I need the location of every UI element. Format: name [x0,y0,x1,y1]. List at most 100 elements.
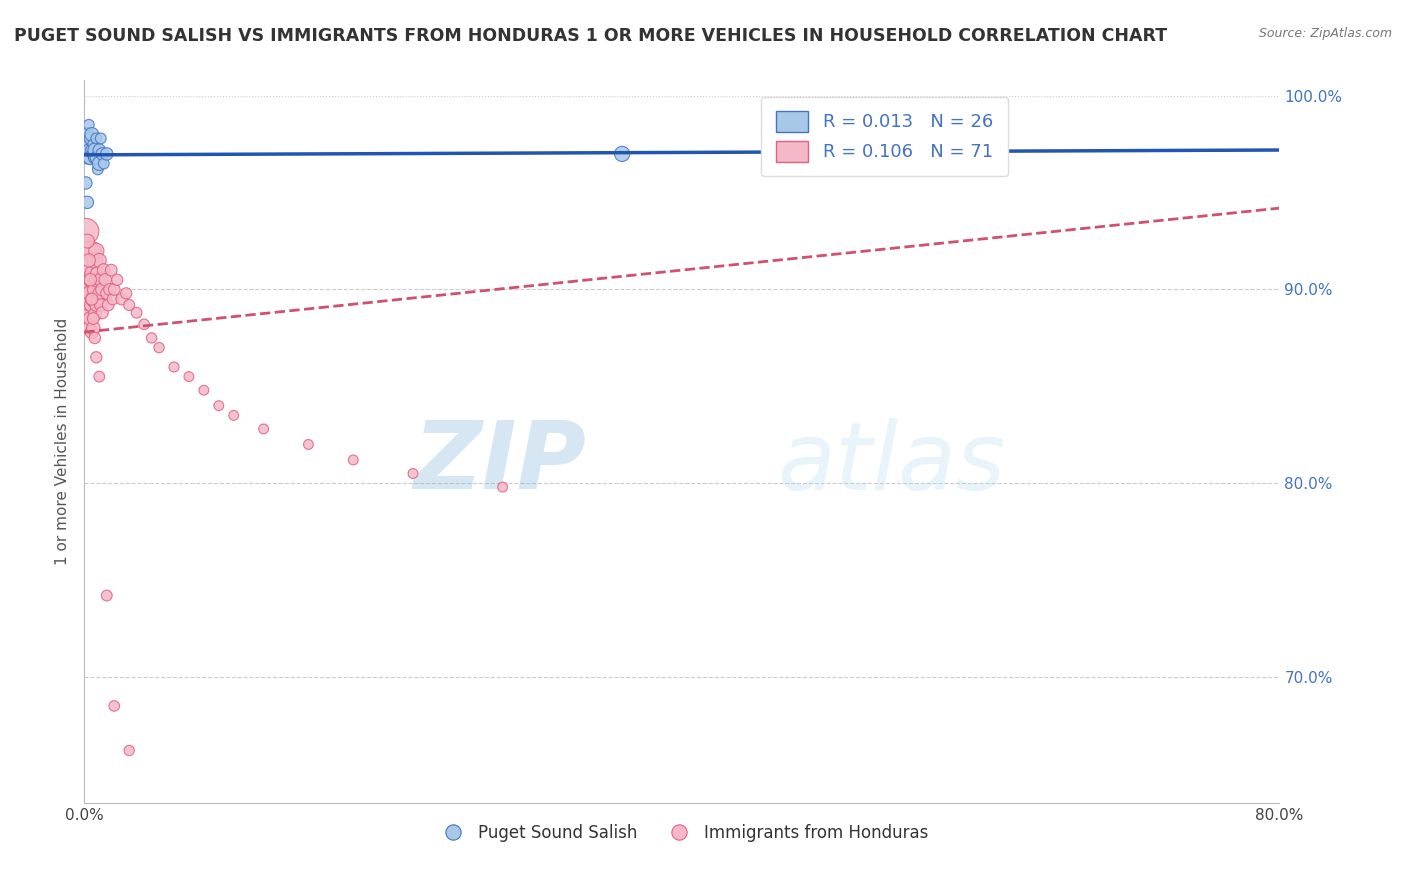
Point [82,321,104,335]
Y-axis label: 1 or more Vehicles in Household: 1 or more Vehicles in Household [55,318,70,566]
Point [97,298,120,312]
Point [79,131,101,145]
Point [83,331,105,345]
Point [90,273,112,287]
Point [75,176,97,190]
Point [93,263,115,277]
Point [86,151,108,165]
Point [82,137,104,152]
Point [148,341,170,355]
Point [82,267,104,281]
Point [83,283,105,297]
Point [93,156,115,170]
Point [101,292,124,306]
Point [79,311,101,326]
Point [79,151,101,165]
Text: Source: ZipAtlas.com: Source: ZipAtlas.com [1258,27,1392,40]
Point [103,698,125,713]
Point [77,253,100,268]
Point [91,147,114,161]
Point [86,244,108,258]
Point [402,467,425,481]
Point [118,298,141,312]
Point [90,131,112,145]
Point [83,253,105,268]
Point [86,273,108,287]
Point [163,359,186,374]
Point [83,143,105,157]
Point [77,296,100,310]
Point [89,143,111,157]
Point [79,286,101,301]
Point [193,383,215,397]
Point [80,244,103,258]
Text: atlas: atlas [778,417,1005,508]
Point [82,147,104,161]
Point [83,308,105,322]
Point [77,321,100,335]
Point [86,298,108,312]
Point [79,273,101,287]
Point [75,139,97,153]
Point [79,259,101,273]
Text: PUGET SOUND SALISH VS IMMIGRANTS FROM HONDURAS 1 OR MORE VEHICLES IN HOUSEHOLD C: PUGET SOUND SALISH VS IMMIGRANTS FROM HO… [14,27,1167,45]
Point [222,409,245,423]
Point [89,286,111,301]
Point [76,151,98,165]
Point [76,128,98,142]
Point [87,267,110,281]
Point [91,283,114,297]
Point [87,292,110,306]
Point [75,224,97,238]
Point [77,118,100,132]
Point [132,318,156,332]
Point [80,298,103,312]
Point [76,283,98,297]
Point [94,273,117,287]
Point [80,143,103,157]
Point [96,147,118,161]
Point [342,453,364,467]
Point [80,128,103,142]
Point [115,286,138,301]
Point [98,283,121,297]
Point [76,253,98,268]
Point [177,369,200,384]
Point [297,437,319,451]
Point [111,292,134,306]
Point [86,351,108,365]
Point [80,273,103,287]
Point [76,234,98,248]
Point [82,292,104,306]
Point [118,743,141,757]
Point [77,143,100,157]
Point [89,369,111,384]
Legend: Puget Sound Salish, Immigrants from Honduras: Puget Sound Salish, Immigrants from Hond… [429,817,935,848]
Point [100,263,122,277]
Point [76,195,98,210]
Point [80,325,103,339]
Point [86,131,108,145]
Point [96,589,118,603]
Point [125,306,148,320]
Point [208,399,231,413]
Point [87,162,110,177]
Point [75,263,97,277]
Point [105,273,128,287]
Point [89,253,111,268]
Point [96,286,118,301]
Point [89,156,111,170]
Point [77,273,100,287]
Point [80,292,103,306]
Point [253,422,276,436]
Point [103,283,125,297]
Point [492,480,515,494]
Point [77,244,100,258]
Point [141,331,163,345]
Point [76,306,98,320]
Point [82,311,104,326]
Point [91,306,114,320]
Point [75,292,97,306]
Point [894,156,917,170]
Text: ZIP: ZIP [413,417,586,509]
